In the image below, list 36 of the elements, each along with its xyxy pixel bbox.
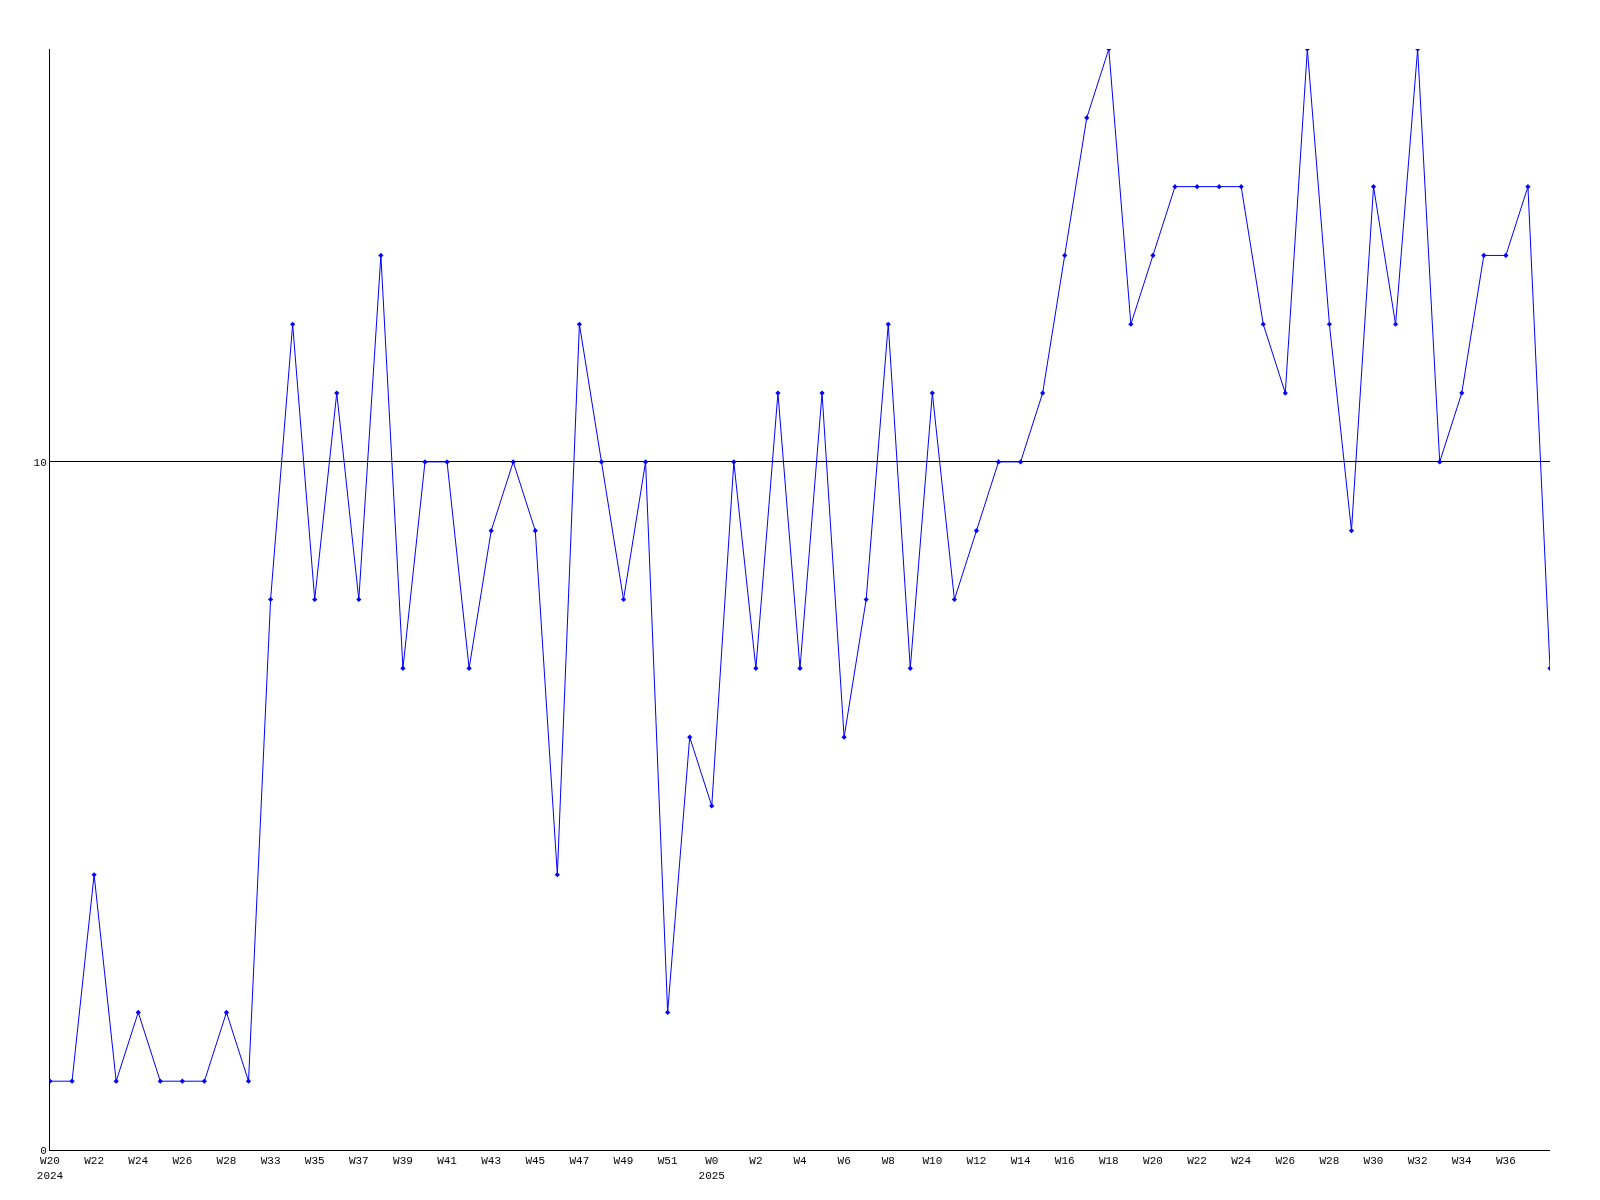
x-tick-label: W28 [216,1155,237,1168]
x-tick-label: W28 [1319,1155,1340,1168]
x-tick-label: W22 [84,1155,105,1168]
x-tick-label: W20 2024 [36,1155,64,1182]
x-tick-label: W10 [922,1155,943,1168]
x-tick-label: W39 [393,1155,413,1168]
x-tick-label: W24 [1231,1155,1252,1168]
x-tick-label: W8 [881,1155,895,1168]
x-tick-label: W6 [837,1155,851,1168]
x-tick-label: W41 [437,1155,458,1168]
x-tick-label: W30 [1363,1155,1384,1168]
x-tick-label: W37 [348,1155,369,1168]
x-tick-label: W26 [172,1155,193,1168]
x-tick-label: W47 [569,1155,590,1168]
x-tick-label: W16 [1054,1155,1075,1168]
x-tick-label: W33 [260,1155,281,1168]
x-tick-label: W24 [128,1155,149,1168]
x-tick-label: W45 [525,1155,546,1168]
x-tick-label: W43 [481,1155,502,1168]
x-tick-label: W2 [749,1155,763,1168]
y-tick-label: 0 [40,1144,47,1157]
x-tick-label: W14 [1010,1155,1031,1168]
y-tick-label: 10 [33,456,47,469]
x-tick-label: W35 [304,1155,325,1168]
x-tick-label: W32 [1407,1155,1428,1168]
x-tick-label: W34 [1451,1155,1473,1168]
x-tick-label: W4 [793,1155,807,1168]
x-tick-label: W26 [1275,1155,1296,1168]
x-tick-label: W12 [966,1155,987,1168]
x-tick-label: W0 2025 [698,1155,725,1182]
x-tick-label: W51 [657,1155,678,1168]
x-tick-label: W22 [1187,1155,1207,1168]
x-tick-label: W36 [1495,1155,1516,1168]
x-tick-label: W18 [1098,1155,1119,1168]
x-tick-label: W20 [1143,1155,1163,1168]
x-tick-label: W49 [613,1155,634,1168]
